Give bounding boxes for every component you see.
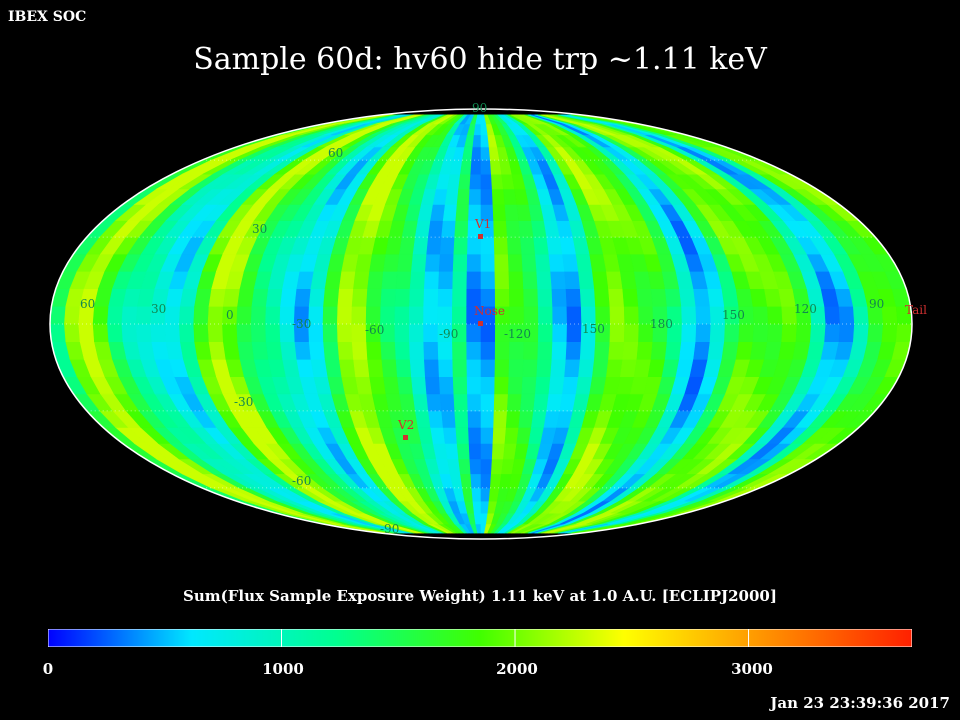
lat-label: 60 (328, 146, 343, 160)
colorbar-title: Sum(Flux Sample Exposure Weight) 1.11 ke… (183, 587, 777, 605)
sky-map: 60 30 0 -30 -60 -90 -120 150 180 150 120… (49, 101, 927, 540)
marker-nose-label: Nose (474, 304, 505, 318)
colorbar-gradient (48, 629, 912, 647)
lon-label: 0 (226, 308, 234, 322)
marker-v1-dot (478, 234, 483, 239)
lat-label: 30 (252, 222, 267, 236)
lon-label: -60 (365, 323, 384, 337)
lat-label: -30 (234, 395, 253, 409)
lat-label: 90 (472, 101, 487, 115)
colorbar-tick-label: 0 (42, 660, 54, 678)
graticule (50, 159, 912, 489)
lon-label: -90 (439, 327, 458, 341)
marker-tail-label: Tail (905, 303, 927, 317)
map-border (49, 108, 913, 540)
page-title: Sample 60d: hv60 hide trp ~1.11 keV (193, 42, 767, 77)
colorbar-tick-label: 3000 (731, 660, 773, 678)
lon-label: 120 (794, 302, 817, 316)
lon-label: 180 (650, 317, 673, 331)
lon-label: -120 (504, 327, 531, 341)
marker-v1-label: V1 (474, 217, 491, 231)
lon-label: 60 (80, 297, 95, 311)
colorbar-tick-label: 2000 (496, 660, 538, 678)
lat-label: -90 (380, 522, 399, 536)
marker-v2-label: V2 (397, 418, 414, 432)
timestamp: Jan 23 23:39:36 2017 (770, 694, 950, 712)
org-label: IBEX SOC (8, 9, 87, 25)
longitude-labels: 60 30 0 -30 -60 -90 -120 150 180 150 120… (80, 297, 884, 341)
lon-label: 150 (582, 322, 605, 336)
marker-v2-dot (403, 435, 408, 440)
map-markers: V1 Nose V2 Tail (397, 217, 927, 440)
lon-label: -30 (292, 317, 311, 331)
lon-label: 30 (151, 302, 166, 316)
lon-label: 90 (869, 297, 884, 311)
latitude-labels: 90 60 30 -30 -60 -90 (234, 101, 487, 536)
colorbar-tick-label: 1000 (262, 660, 304, 678)
lon-label: 150 (722, 308, 745, 322)
colorbar (48, 629, 912, 647)
lat-label: -60 (292, 474, 311, 488)
marker-nose-dot (478, 321, 483, 326)
